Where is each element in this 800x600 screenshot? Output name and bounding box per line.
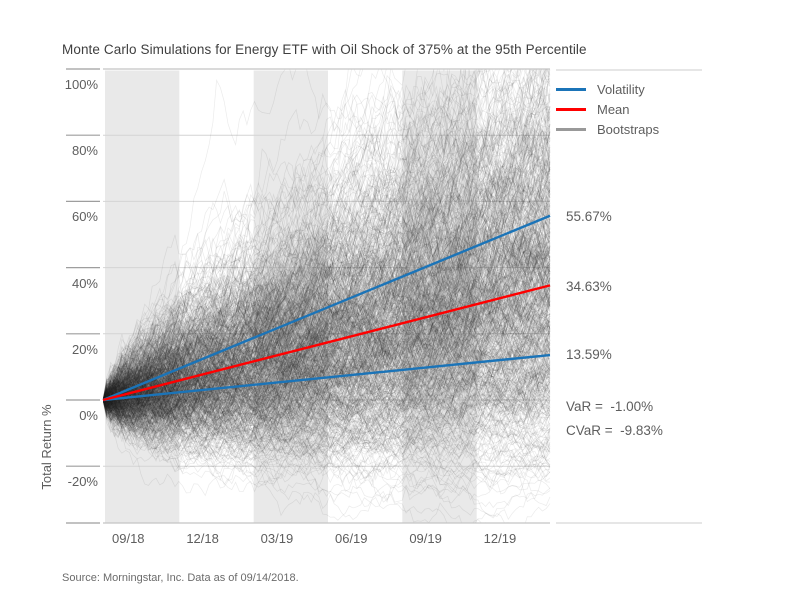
legend-item-volatility: Volatility — [556, 79, 659, 99]
series-line-mean — [102, 284, 551, 402]
x-tick-label: 12/19 — [483, 531, 517, 546]
series-line-volatility-upper-band- — [102, 214, 551, 402]
y-tick-label: 60% — [71, 209, 98, 225]
y-tick-label: -20% — [67, 474, 98, 490]
annotation-mean: 34.63% — [566, 279, 612, 294]
chart-title: Monte Carlo Simulations for Energy ETF w… — [62, 42, 587, 57]
annotation-upper-volatility: 55.67% — [566, 209, 612, 224]
series-line-volatility-lower-band- — [102, 353, 551, 402]
bootstrap-paths — [103, 69, 551, 523]
quarter-band — [105, 70, 180, 523]
x-tick-label: 12/18 — [186, 531, 219, 546]
legend-label: Bootstraps — [597, 121, 660, 137]
mean-swatch-icon — [556, 107, 586, 111]
y-tick-label: 20% — [71, 341, 98, 357]
legend: Volatility Mean Bootstraps — [556, 79, 659, 139]
source-note: Source: Morningstar, Inc. Data as of 09/… — [62, 572, 299, 584]
legend-label: Volatility — [597, 81, 645, 97]
x-tick-label: 03/19 — [260, 531, 294, 546]
legend-item-mean: Mean — [556, 99, 659, 119]
legend-label: Mean — [597, 101, 630, 117]
x-tick-label: 09/18 — [112, 531, 145, 546]
quarter-band — [253, 70, 328, 523]
y-tick-label: 80% — [71, 143, 98, 159]
volatility-swatch-icon — [556, 87, 586, 91]
legend-item-bootstraps: Bootstraps — [556, 119, 659, 139]
annotation-cvar: CVaR = -9.83% — [566, 423, 663, 438]
x-tick-label: 09/19 — [409, 531, 442, 546]
y-tick-label: 100% — [64, 77, 98, 92]
annotation-var: VaR = -1.00% — [566, 399, 654, 414]
x-tick-label: 06/19 — [334, 531, 368, 546]
quarter-band — [402, 70, 477, 523]
annotation-lower-volatility: 13.59% — [566, 347, 612, 362]
y-axis-title: Total Return % — [39, 404, 54, 490]
y-tick-label: 0% — [79, 408, 98, 423]
bootstraps-swatch-icon — [556, 127, 586, 131]
y-tick-label: 40% — [71, 275, 98, 291]
